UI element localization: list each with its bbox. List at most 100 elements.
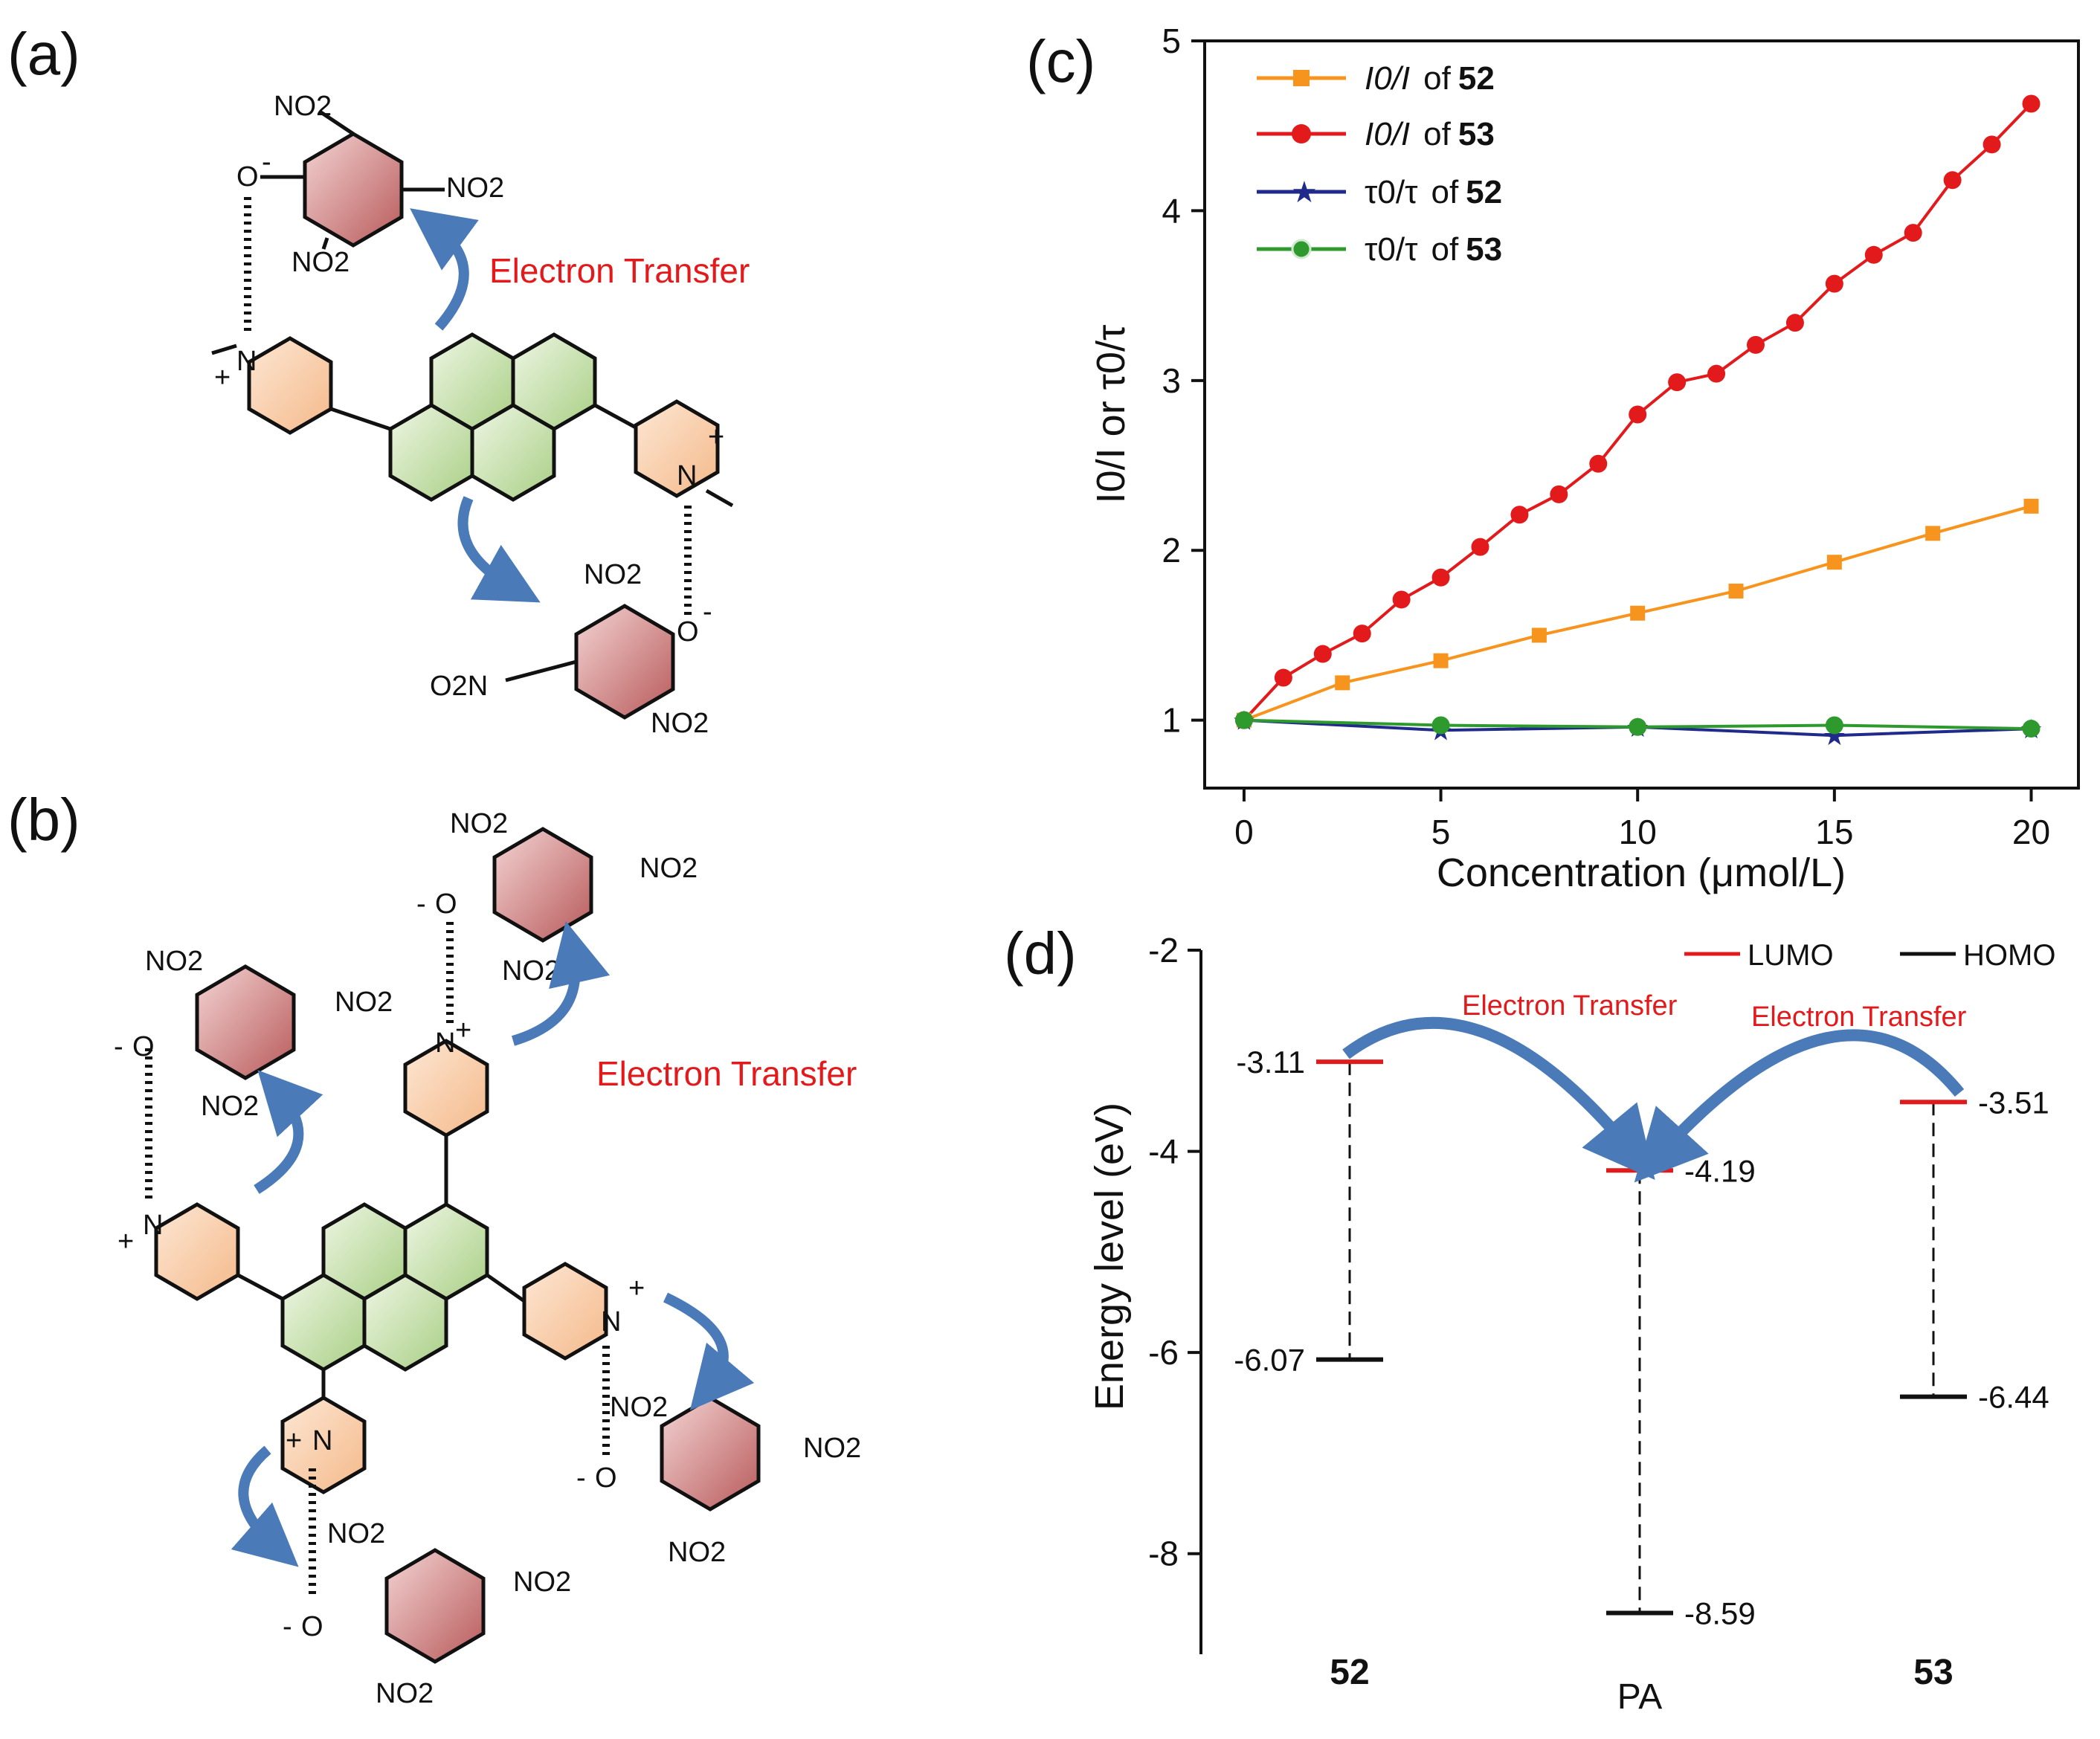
data-point xyxy=(1431,716,1450,735)
data-point xyxy=(1728,584,1744,599)
data-point xyxy=(1983,135,2001,154)
data-point xyxy=(2022,94,2041,113)
y-axis-title: I0/I or τ0/τ xyxy=(1089,325,1133,504)
nitro-group-label: NO2 xyxy=(584,559,642,590)
data-point xyxy=(1629,405,1647,424)
energy-axes: -2 -4 -6 -8 xyxy=(1148,931,1201,1573)
electron-transfer-arrow xyxy=(511,920,611,1046)
data-point xyxy=(1864,245,1883,264)
legend: I0/I of 52 I0/I of 53 ★ τ0/τ of 52 τ0/τ of 53 xyxy=(1257,60,1502,268)
lumo-value-label: -3.11 xyxy=(1236,1045,1305,1080)
charge-plus: + xyxy=(455,1015,471,1046)
nitro-group-label: NO2 xyxy=(376,1678,434,1709)
y-tick-label: 4 xyxy=(1162,191,1181,230)
data-point xyxy=(1746,335,1765,354)
pyridinium-ring xyxy=(522,1262,608,1361)
data-point xyxy=(2022,720,2041,738)
phenolate-oxygen: O xyxy=(236,161,259,193)
nitro-group-label: NO2 xyxy=(335,987,393,1018)
data-point xyxy=(1589,454,1608,473)
legend-label: τ0/τ of 52 xyxy=(1365,174,1502,210)
legend-label-main: τ0/τ xyxy=(1365,174,1418,210)
data-point xyxy=(1630,605,1646,621)
y-tick-label: 5 xyxy=(1162,22,1181,60)
energy-axis-title: Energy level (eV) xyxy=(1087,1103,1132,1410)
series-markers: ★★★★★ xyxy=(1232,94,2043,751)
nitro-group-label: NO2 xyxy=(145,946,203,977)
data-point xyxy=(1904,224,1922,242)
charge-minus: - xyxy=(262,146,271,178)
data-point xyxy=(1335,675,1350,691)
chart-axes: 0 5 10 15 20 1 2 3 4 5 xyxy=(1162,22,2050,851)
data-point xyxy=(1471,538,1489,556)
legend-marker-square xyxy=(1293,70,1310,86)
legend-label-main: I0/I xyxy=(1365,60,1410,97)
species-label: 52 xyxy=(1330,1653,1369,1692)
data-point xyxy=(1785,314,1804,332)
nitro-group-label: NO2 xyxy=(651,708,709,739)
energy-level-chart: -2 -4 -6 -8 -3.11 -6.07 52 -4.19 -8.59 PA -3.51 -6… xyxy=(1087,931,2055,1717)
nitro-group-label: NO2 xyxy=(668,1537,726,1568)
picrate-ring xyxy=(384,1548,486,1664)
pyridinium-ring xyxy=(154,1202,240,1301)
charge-minus: - xyxy=(114,1031,123,1062)
electron-transfer-arrow xyxy=(663,1292,755,1411)
nitro-group-label: NO2 xyxy=(502,955,560,987)
homo-value-label: -8.59 xyxy=(1684,1596,1756,1631)
legend-label: τ0/τ of 53 xyxy=(1365,231,1502,268)
data-point xyxy=(1510,506,1529,524)
x-axis-title: Concentration (μmol/L) xyxy=(1437,851,1846,895)
data-point xyxy=(1313,645,1332,663)
legend-label-id: 53 xyxy=(1458,116,1495,152)
pyridinium-n: N xyxy=(435,1027,455,1059)
phenolate-oxygen: O xyxy=(132,1031,155,1062)
data-point xyxy=(1392,590,1411,609)
legend-lumo-label: LUMO xyxy=(1748,939,1834,972)
x-tick-label: 5 xyxy=(1431,813,1451,851)
legend-label-of: of xyxy=(1431,231,1458,268)
legend-marker-circle xyxy=(1291,239,1312,259)
charge-minus: - xyxy=(283,1611,292,1642)
pyridinium-n: N xyxy=(601,1306,621,1338)
pyridinium-n: N xyxy=(236,346,257,377)
legend-label-of: of xyxy=(1423,116,1451,152)
panel-label-a: (a) xyxy=(7,21,80,87)
charge-minus: - xyxy=(416,888,426,920)
pyridinium-ring xyxy=(247,336,333,435)
species-label: PA xyxy=(1617,1677,1662,1717)
legend-label: I0/I of 53 xyxy=(1365,116,1495,152)
legend-label-main: I0/I xyxy=(1365,116,1410,152)
phenolate-oxygen: O xyxy=(677,616,699,648)
x-tick-label: 20 xyxy=(2012,813,2050,851)
electron-transfer-arrow xyxy=(254,1070,323,1194)
picrate-ring xyxy=(303,132,404,248)
pyridinium-ring xyxy=(280,1396,367,1494)
charge-minus: - xyxy=(576,1462,586,1494)
plot-frame xyxy=(1203,39,2080,790)
nitro-group-label: NO2 xyxy=(640,853,698,884)
nitro-group-label: NO2 xyxy=(446,172,504,204)
lumo-value-label: -4.19 xyxy=(1684,1153,1756,1188)
data-point xyxy=(1825,274,1843,293)
pyridinium-ring xyxy=(634,399,720,498)
data-point xyxy=(1431,568,1450,587)
phenolate-oxygen: O xyxy=(435,888,457,920)
nitro-group-label: NO2 xyxy=(201,1091,259,1122)
x-tick-label: 0 xyxy=(1234,813,1254,851)
data-point xyxy=(2023,498,2039,514)
electron-transfer-label: Electron Transfer xyxy=(1751,1001,1967,1033)
data-point xyxy=(1274,668,1292,687)
legend-label-of: of xyxy=(1423,60,1451,97)
pyrene-core xyxy=(280,1202,489,1372)
charge-plus: + xyxy=(117,1226,134,1257)
picrate-ring xyxy=(195,964,296,1080)
y-tick-label: -6 xyxy=(1148,1333,1179,1372)
x-tick-label: 15 xyxy=(1815,813,1853,851)
electron-transfer-arrow xyxy=(410,208,479,331)
homo-value-label: -6.07 xyxy=(1234,1343,1305,1378)
picrate-ring xyxy=(492,827,593,943)
legend-homo-label: HOMO xyxy=(1963,939,2055,972)
homo-value-label: -6.44 xyxy=(1978,1380,2049,1415)
